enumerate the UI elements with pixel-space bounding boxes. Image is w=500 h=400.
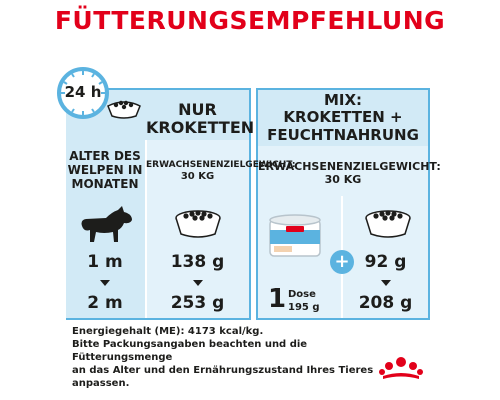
mix-header: MIX: KROKETTEN + FEUCHTNAHRUNG (258, 91, 428, 144)
crown-logo (379, 348, 423, 384)
footer-line1: Energiegehalt (ME): 4173 kcal/kg. (72, 326, 264, 337)
bowl-icon (106, 96, 142, 120)
mix-weight-label: ERWACHSENENZIELGEWICHT: 30 KG (258, 160, 441, 187)
dry-weight-label: ERWACHSENENZIELGEWICHT: 30 KG (146, 160, 296, 182)
arrow-down-icon (381, 280, 391, 286)
mix-header-line1: MIX: (323, 91, 363, 109)
can-unit: Dose (288, 289, 316, 300)
page-title: FÜTTERUNGSEMPFEHLUNG (54, 6, 446, 35)
arrow-down-icon (193, 280, 203, 286)
puppy-icon (76, 206, 136, 244)
dry-header-line2: KROKETTEN (146, 118, 255, 138)
plus-icon: + (330, 250, 354, 274)
mix-value-2: 208 g (358, 293, 413, 313)
can-weight: 195 g (288, 302, 320, 313)
dry-bowl-icon (173, 206, 223, 240)
dry-header-line1: NUR (178, 100, 217, 119)
can-count: 1 (268, 284, 287, 314)
mix-header-line3: FEUCHTNAHRUNG (267, 125, 419, 144)
dry-value-1: 138 g (170, 252, 225, 272)
footer-note: Energiegehalt (ME): 4173 kcal/kg. Bitte … (72, 325, 374, 390)
age-header-line2: WELPEN IN (67, 162, 143, 177)
mix-bowl-icon (363, 206, 413, 240)
dry-value-2: 253 g (170, 293, 225, 313)
clock-label: 24 h (64, 83, 102, 101)
mix-header-bg (258, 90, 428, 146)
arrow-down-icon (100, 280, 110, 286)
age-header: ALTER DES WELPEN IN MONATEN (66, 149, 144, 191)
age-value-2: 2 m (87, 293, 123, 313)
age-header-line3: MONATEN (71, 176, 139, 191)
footer-line2: Bitte Packungsangaben beachten und die (72, 339, 308, 350)
can-icon (266, 212, 324, 262)
footer-line5: anpassen. (72, 378, 130, 389)
footer-line3: Fütterungsmenge (72, 352, 173, 363)
mix-value-1: 92 g (364, 252, 407, 272)
mix-header-line2: KROKETTEN + (283, 108, 403, 127)
dry-header: NUR KROKETTEN (146, 100, 255, 138)
age-value-1: 1 m (87, 252, 123, 272)
age-header-line1: ALTER DES (69, 149, 141, 163)
footer-line4: an das Alter und den Ernährungszustand I… (72, 365, 374, 376)
clock-icon: 24 h (56, 66, 110, 120)
